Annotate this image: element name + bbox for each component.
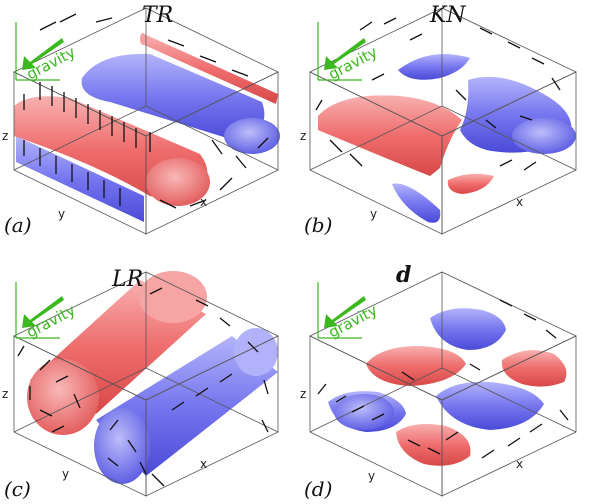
panel-label: (c)	[4, 477, 31, 501]
blue-endcap	[224, 118, 280, 154]
red-blob-right	[501, 350, 567, 387]
axis-z-label: z	[300, 129, 306, 143]
velocity-arrows	[317, 299, 569, 459]
velocity-arrows	[23, 13, 269, 209]
gravity-indicator: gravity	[317, 22, 381, 84]
axis-y-label: y	[370, 207, 377, 221]
axis-y-label: y	[62, 467, 69, 481]
panel-c: gravity LR (c) y x z	[2, 267, 279, 501]
axis-z-label: z	[300, 387, 306, 401]
blue-isosurface-bottom	[392, 183, 441, 223]
panel-d: gravity d (d) y x z	[300, 262, 577, 501]
panel-title: TR	[142, 3, 173, 28]
blue-blob-center	[436, 381, 544, 430]
axis-x-label: x	[200, 457, 207, 471]
panel-title: d	[396, 262, 411, 288]
gravity-arrow-icon	[324, 38, 366, 70]
gravity-arrow-icon	[22, 296, 64, 328]
domain-box	[13, 271, 279, 497]
gravity-indicator: gravity	[15, 282, 79, 342]
gravity-arrow-icon	[22, 38, 64, 70]
gravity-indicator: gravity	[317, 282, 381, 342]
panel-a: gravity TR (a) y x z	[2, 3, 280, 237]
blue-isosurface-right	[460, 76, 576, 154]
red-blob-bottom	[396, 424, 471, 466]
domain-box	[309, 7, 577, 235]
gravity-indicator: gravity	[15, 22, 79, 84]
panel-b: gravity KN (b) y x z	[300, 3, 577, 237]
red-cylinder	[27, 271, 207, 435]
axis-y-label: y	[368, 469, 375, 483]
red-rod	[140, 33, 278, 104]
red-blob-center	[366, 346, 466, 386]
axis-z-label: z	[2, 387, 8, 401]
domain-box	[13, 7, 279, 235]
domain-box	[309, 271, 577, 497]
panel-label: (b)	[304, 213, 332, 237]
blue-blob-top	[430, 308, 506, 350]
axis-x-label: x	[200, 195, 207, 209]
axis-x-label: x	[516, 457, 523, 471]
blue-isosurface-top	[398, 54, 470, 80]
blue-isosurface-top	[81, 53, 265, 142]
red-isosurface	[14, 96, 210, 206]
axis-z-label: z	[2, 129, 8, 143]
blue-cylinder	[94, 328, 278, 484]
panel-label: (a)	[4, 213, 32, 237]
blue-blob-left	[328, 391, 406, 432]
axis-y-label: y	[58, 207, 65, 221]
velocity-arrows	[17, 287, 269, 487]
red-isosurface-small	[447, 173, 494, 194]
red-isosurface-main	[318, 95, 462, 176]
panel-label: (d)	[304, 477, 332, 501]
blue-isosurface-bottom	[16, 136, 144, 222]
panel-title: KN	[429, 3, 466, 28]
gravity-arrow-icon	[324, 296, 366, 328]
panel-title: LR	[111, 267, 143, 292]
axis-x-label: x	[516, 195, 523, 209]
velocity-arrows	[315, 17, 561, 171]
